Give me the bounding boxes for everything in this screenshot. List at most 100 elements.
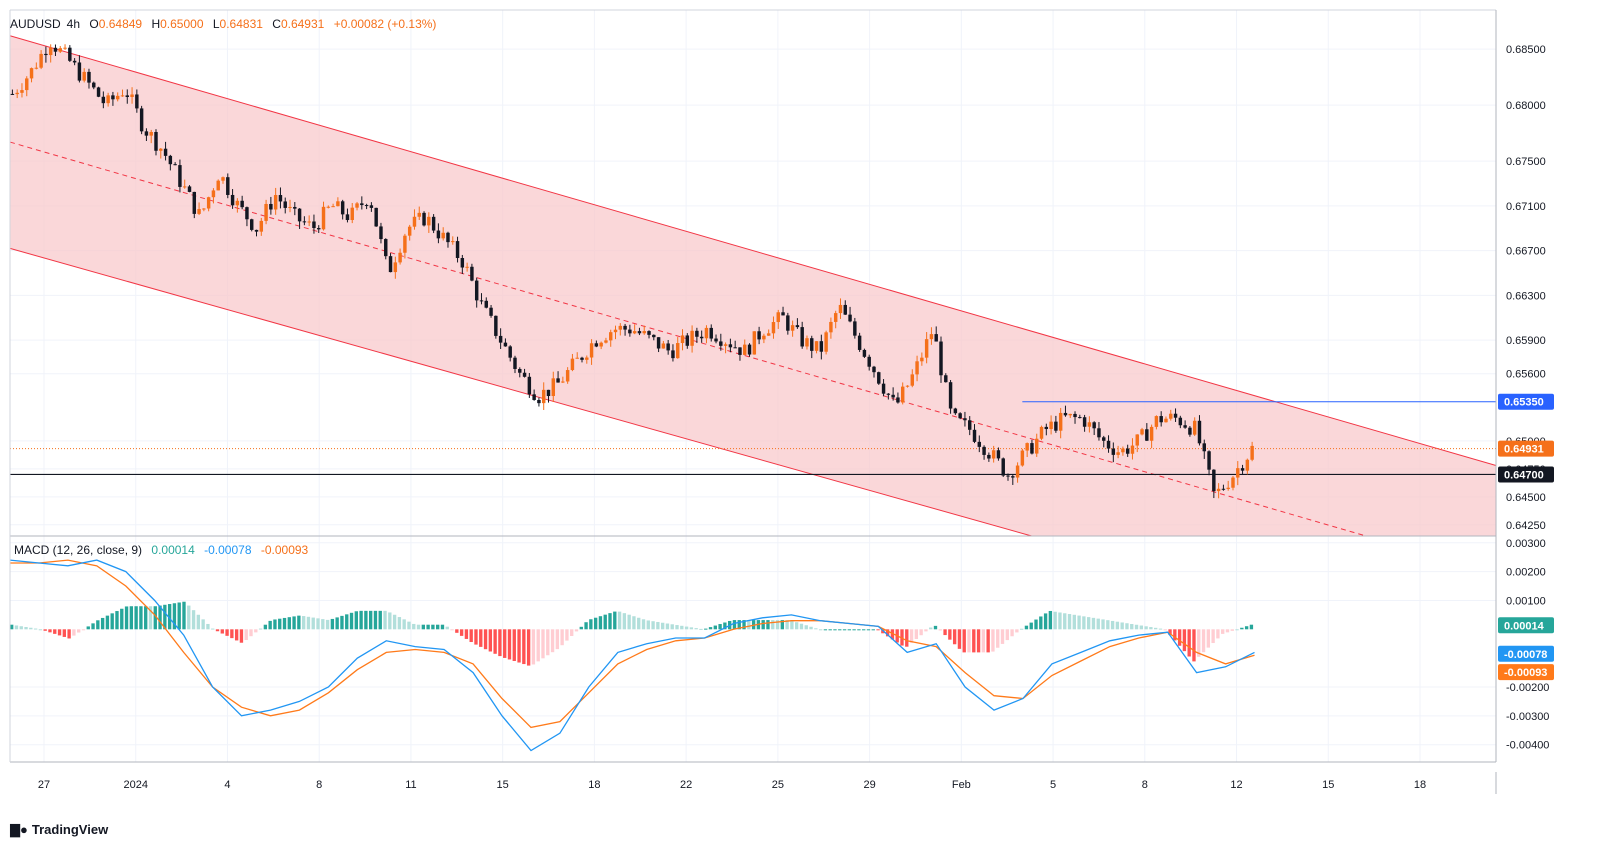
candle-body — [1044, 426, 1049, 430]
candle-body — [245, 207, 249, 220]
macd-histogram-bar — [852, 629, 856, 631]
macd-histogram-bar — [818, 629, 823, 631]
macd-histogram-bar — [608, 613, 612, 630]
macd-histogram-bar — [129, 606, 134, 630]
candle-body — [1068, 413, 1072, 416]
candle-body — [546, 389, 551, 397]
macd-histogram-bar — [1192, 629, 1196, 662]
candle-body — [216, 180, 220, 191]
low-value: 0.64831 — [219, 17, 263, 31]
horizontal-levels[interactable] — [10, 401, 1496, 476]
macd-histogram-bar — [464, 629, 469, 639]
regression-channel[interactable] — [9, 35, 1497, 537]
support-badge-bg — [1498, 466, 1554, 483]
macd-histogram-bar — [823, 629, 828, 631]
candles — [10, 44, 1254, 499]
time-axis[interactable]: 27 2024 4 8 11 15 18 22 25 29 Feb 5 8 12 15 18 — [38, 779, 1426, 791]
macd-histogram-bar — [924, 629, 928, 632]
macd-histogram-bar — [335, 617, 339, 630]
macd-y-tick-label: 0.00100 — [1506, 595, 1546, 607]
x-tick-label: 12 — [1230, 779, 1242, 791]
candle-body — [790, 325, 795, 331]
candle-body — [283, 201, 287, 208]
macd-histogram-bar — [704, 628, 708, 630]
candle-body — [278, 195, 283, 202]
candle-body — [1025, 443, 1029, 451]
candle-body — [1245, 459, 1250, 471]
ohlc-legend[interactable]: AUDUSD 4h O0.64849 H0.65000 L0.64831 C0.6… — [10, 17, 442, 31]
macd-histogram-bar — [493, 629, 497, 654]
macd-histogram-bar — [105, 615, 110, 630]
candle-body — [963, 418, 967, 421]
candle-body — [503, 342, 508, 347]
candle-body — [1202, 443, 1206, 452]
macd-histogram-bar — [402, 619, 406, 630]
candle-body — [656, 337, 661, 349]
macd-histogram-bar — [1158, 628, 1163, 630]
macd-histogram-bar — [67, 629, 71, 639]
candle-body — [843, 304, 847, 315]
candle-body — [848, 314, 852, 322]
candle-body — [1121, 448, 1125, 453]
macd-histogram-bar — [306, 616, 311, 630]
candle-body — [317, 228, 321, 230]
candle-body — [336, 201, 340, 207]
macd-histogram-bar — [383, 610, 387, 630]
candle-body — [1231, 477, 1235, 488]
macd-histogram-bar — [459, 629, 464, 636]
macd-histogram-bar — [646, 620, 650, 630]
last-price-badge: 0.64931 — [1504, 444, 1544, 456]
candle-body — [144, 131, 149, 136]
macd-histogram-bar — [684, 626, 689, 630]
candle-body — [814, 341, 819, 351]
candle-body — [1178, 417, 1183, 426]
candle-body — [293, 206, 297, 209]
macd-histogram-bar — [1240, 627, 1244, 630]
candle-body — [173, 164, 177, 166]
candle-body — [996, 450, 1001, 459]
candle-body — [618, 325, 623, 330]
macd-histogram-bar — [196, 614, 201, 630]
macd-histogram-bar — [503, 629, 507, 658]
tradingview-watermark[interactable]: ▇● TradingView — [10, 822, 108, 838]
candle-body — [905, 385, 910, 387]
candle-body — [977, 441, 982, 447]
candle-body — [1240, 468, 1245, 471]
macd-histogram-bar — [330, 618, 335, 630]
candle-body — [384, 239, 388, 257]
candle-body — [685, 335, 690, 346]
macd-histogram-bar — [1187, 629, 1191, 657]
candle-body — [800, 327, 804, 347]
candle-body — [743, 344, 747, 355]
macd-histogram-bar — [1211, 629, 1215, 644]
macd-histogram-bar — [1082, 616, 1086, 630]
candle-body — [1140, 429, 1144, 435]
candle-body — [623, 325, 627, 330]
macd-legend[interactable]: MACD (12, 26, close, 9) 0.00014 -0.00078… — [14, 543, 314, 557]
macd-histogram-bar — [536, 629, 540, 662]
candle-body — [412, 216, 417, 227]
candle-body — [862, 349, 867, 357]
macd-histogram-bar — [86, 626, 90, 630]
x-tick-label: Feb — [952, 779, 971, 791]
open-label: O — [89, 17, 99, 31]
macd-title: MACD (12, 26, close, 9) — [14, 543, 143, 557]
candle-body — [1011, 476, 1015, 478]
candle-body — [1197, 420, 1202, 444]
candle-body — [96, 87, 101, 97]
candle-body — [111, 95, 115, 100]
candle-body — [637, 331, 642, 334]
macd-histogram-bar — [1019, 628, 1024, 630]
macd-histogram-bar — [1063, 613, 1067, 630]
candle-body — [340, 201, 345, 215]
macd-histogram-bar — [474, 629, 478, 645]
candle-body — [676, 343, 680, 359]
macd-histogram-bar — [986, 629, 990, 653]
candle-body — [393, 262, 398, 273]
macd-histogram-bar — [91, 623, 95, 630]
candle-body — [944, 375, 948, 383]
candle-body — [829, 321, 833, 333]
candle-body — [1236, 468, 1240, 478]
candle-body — [1135, 434, 1139, 446]
